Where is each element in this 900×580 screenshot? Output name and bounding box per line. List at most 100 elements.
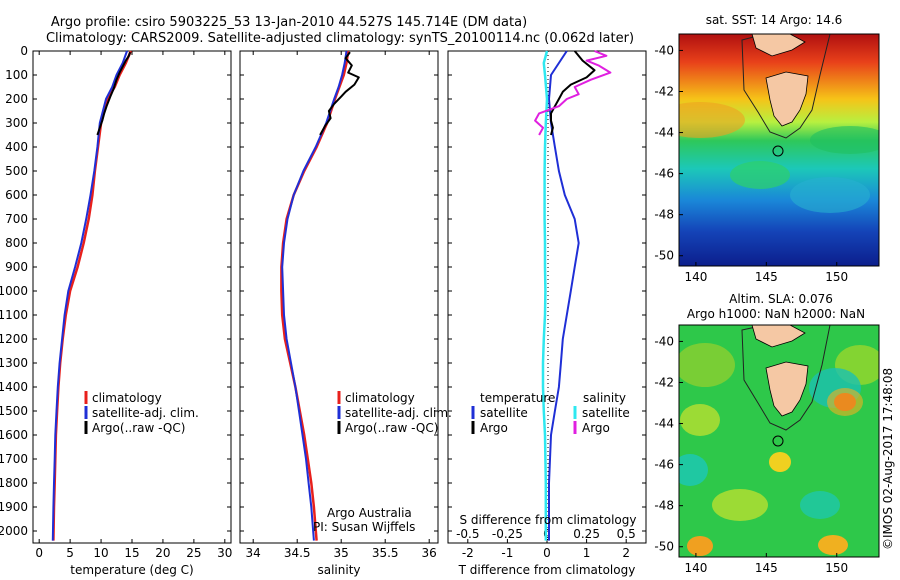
map-y-tick-label: -42 [654,375,674,389]
temperature-legend: climatology satellite-adj. clim. Argo(..… [84,391,199,435]
map-x-tick-label: 150 [825,561,848,575]
x-tick-label: 34 [246,546,261,560]
legend-label-temp-argo: Argo [480,421,508,435]
series-salinity-argo [534,50,612,136]
axis-ticks: 0100200300400500600700800900100011001200… [0,44,646,560]
depth-tick-label: 400 [5,140,28,154]
legend-label-sal-satellite: satellite [582,406,630,420]
depth-tick-label: 1300 [0,356,28,370]
map-y-tick-label: -46 [654,458,674,472]
x-tick-label: -1 [501,546,513,560]
s-tick-label: 0.5 [617,527,636,541]
depth-tick-label: 800 [5,236,28,250]
depth-tick-label: 1000 [0,284,28,298]
x-tick-label: 1 [583,546,591,560]
depth-tick-label: 1200 [0,332,28,346]
series-satellite-adj-clim [281,50,348,541]
sst-map-title: sat. SST: 14 Argo: 14.6 [706,13,843,27]
salinity-axis-label: salinity [317,563,360,577]
sla-map-frame [678,324,880,558]
depth-tick-label: 1600 [0,428,28,442]
temperature-panel-frame [32,50,232,544]
depth-tick-label: 900 [5,260,28,274]
depth-tick-label: 2000 [0,524,28,538]
map-y-tick-label: -40 [654,43,674,57]
sst-argo-location-marker [772,145,784,157]
legend-label-satellite-adj: satellite-adj. clim. [345,406,452,420]
map-y-tick-label: -42 [654,84,674,98]
depth-tick-label: 500 [5,164,28,178]
x-tick-label: -2 [462,546,474,560]
series-temperature-argo [550,50,596,136]
sla-map-title-1: Altim. SLA: 0.076 [729,292,833,306]
map-axis-ticks: 140 145 150 -40 -42 -44 -46 -48 -50 140 145 150 -40 -… [654,43,848,575]
salinity-legend: climatology satellite-adj. clim. Argo(..… [337,391,452,435]
sla-argo-location-marker [772,435,784,447]
map-y-tick-label: -44 [654,126,674,140]
depth-tick-label: 0 [20,44,28,58]
x-tick-label: 35.5 [372,546,399,560]
map-x-tick-label: 150 [825,270,848,284]
map-y-tick-label: -46 [654,167,674,181]
depth-tick-label: 1700 [0,452,28,466]
diff-top-label: S difference from climatology [460,513,637,527]
series-temperature-satellite [548,50,580,541]
map-x-tick-label: 145 [755,561,778,575]
pi-label: PI: Susan Wijffels [313,520,415,534]
x-tick-label: 5 [66,546,74,560]
difference-panel-frame [447,50,647,544]
sla-map [679,325,879,557]
temperature-axis-label: temperature (deg C) [70,563,193,577]
x-tick-label: 34.5 [284,546,311,560]
depth-tick-label: 300 [5,116,28,130]
title-line-1: Argo profile: csiro 5903225_53 13-Jan-20… [51,15,527,30]
x-tick-label: 35 [334,546,349,560]
depth-tick-label: 1800 [0,476,28,490]
legend-label-climatology: climatology [92,391,162,405]
x-tick-label: 30 [217,546,232,560]
data-series [51,50,612,541]
depth-tick-label: 200 [5,92,28,106]
sst-map-frame [678,33,880,267]
legend-label-satellite-adj: satellite-adj. clim. [92,406,199,420]
legend-label-argo: Argo(..raw -QC) [92,421,185,435]
sst-map [679,34,879,266]
s-tick-label: -0.5 [456,527,479,541]
series-salinity-satellite [541,50,549,541]
x-tick-label: 0 [543,546,551,560]
x-tick-label: 20 [155,546,170,560]
s-tick-label: 0.25 [573,527,600,541]
map-y-tick-label: -50 [654,540,674,554]
imos-stamp: ©IMOS 02-Aug-2017 17:48:08 [881,368,895,550]
depth-tick-label: 1100 [0,308,28,322]
map-y-tick-label: -44 [654,417,674,431]
legend-salinity-header: salinity [583,391,626,405]
argo-australia-label: Argo Australia [327,506,412,520]
map-x-tick-label: 145 [755,270,778,284]
legend-temperature-header: temperature [480,391,555,405]
legend-label-climatology: climatology [345,391,415,405]
x-tick-label: 36 [422,546,437,560]
legend-label-sal-argo: Argo [582,421,610,435]
title-line-2: Climatology: CARS2009. Satellite-adjuste… [46,31,634,46]
map-y-tick-label: -50 [654,249,674,263]
x-tick-label: 2 [622,546,630,560]
depth-tick-label: 700 [5,212,28,226]
x-tick-label: 10 [93,546,108,560]
depth-tick-label: 1400 [0,380,28,394]
series-argo-raw-qc [319,51,360,136]
map-y-tick-label: -40 [654,334,674,348]
map-y-tick-label: -48 [654,208,674,222]
series-argo-raw-qc [96,51,132,136]
map-x-tick-label: 140 [684,270,707,284]
legend-label-argo: Argo(..raw -QC) [345,421,438,435]
s-tick-label: -0.25 [492,527,523,541]
legend-label-temp-satellite: satellite [480,406,528,420]
x-tick-label: 25 [186,546,201,560]
difference-legend: temperature salinity satellite Argo sate… [471,391,630,435]
x-tick-label: 15 [124,546,139,560]
x-tick-label: 0 [35,546,43,560]
depth-tick-label: 1500 [0,404,28,418]
diff-axis-label: T difference from climatology [458,563,636,577]
